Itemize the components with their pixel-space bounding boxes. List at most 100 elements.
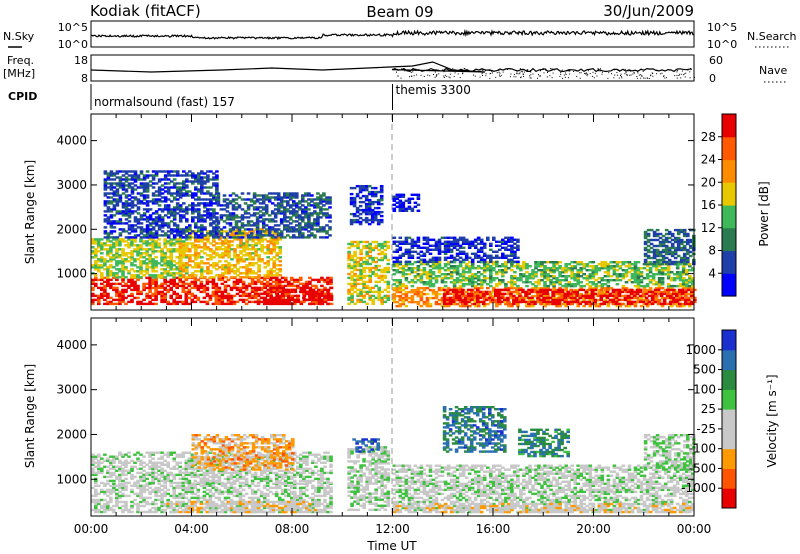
heatmap-cell (693, 298, 697, 302)
heatmap-cell (115, 190, 120, 193)
heatmap-cell (428, 275, 433, 278)
heatmap-cell (109, 188, 114, 191)
heatmap-cell (249, 224, 254, 227)
heatmap-cell (193, 284, 198, 288)
heatmap-cell (260, 244, 264, 247)
heatmap-cell (191, 196, 195, 199)
heatmap-cell (178, 296, 182, 300)
heatmap-cell (476, 267, 481, 270)
nave-dot (454, 72, 456, 74)
heatmap-cell (359, 274, 363, 278)
heatmap-cell (121, 272, 125, 275)
heatmap-cell (136, 234, 141, 237)
nave-dot (513, 74, 515, 76)
heatmap-cell (100, 282, 104, 286)
heatmap-cell (319, 210, 323, 213)
heatmap-cell (528, 298, 532, 302)
heatmap-cell (139, 256, 143, 259)
heatmap-cell (445, 290, 450, 294)
nave-dot (620, 76, 622, 78)
heatmap-cell (470, 263, 475, 266)
heatmap-cell (127, 224, 132, 227)
heatmap-cell (434, 290, 439, 294)
heatmap-cell (365, 254, 369, 258)
heatmap-cell (91, 252, 95, 255)
heatmap-cell (516, 286, 520, 290)
heatmap-cell (286, 228, 290, 231)
nave-dot (676, 75, 678, 77)
heatmap-cell (212, 202, 216, 205)
heatmap-cell (329, 298, 334, 302)
heatmap-cell (148, 248, 152, 251)
heatmap-cell (476, 265, 481, 268)
heatmap-cell (274, 276, 279, 280)
heatmap-cell (185, 276, 189, 279)
heatmap-cell (489, 294, 493, 298)
heatmap-cell (211, 282, 216, 286)
heatmap-cell (276, 224, 281, 227)
heatmap-cell (103, 204, 108, 207)
heatmap-cell (317, 298, 322, 302)
nave-dot (489, 77, 491, 79)
heatmap-cell (226, 292, 231, 296)
heatmap-cell (97, 270, 101, 273)
heatmap-cell (356, 300, 360, 304)
heatmap-cell (611, 288, 616, 292)
heatmap-cell (209, 276, 213, 279)
heatmap-cell (160, 184, 165, 187)
heatmap-cell (106, 292, 110, 296)
heatmap-cell (328, 228, 332, 231)
heatmap-cell (286, 234, 290, 237)
heatmap-cell (693, 288, 697, 292)
heatmap-cell (620, 290, 625, 294)
heatmap-cell (605, 296, 610, 300)
heatmap-cell (545, 288, 549, 292)
heatmap-cell (196, 286, 201, 290)
heatmap-cell (209, 224, 213, 227)
heatmap-cell (175, 188, 180, 191)
heatmap-cell (365, 280, 369, 284)
heatmap-cell (521, 296, 525, 300)
heatmap-cell (542, 300, 546, 304)
heatmap-cell (217, 290, 222, 294)
heatmap-cell (217, 288, 222, 292)
heatmap-cell (127, 214, 132, 217)
heatmap-cell (584, 292, 589, 296)
heatmap-cell (191, 260, 195, 263)
heatmap-cell (216, 226, 221, 229)
heatmap-cell (370, 186, 375, 190)
heatmap-cell (200, 274, 204, 277)
heatmap-cell (175, 224, 180, 227)
heatmap-cell (109, 258, 113, 261)
heatmap-cell (151, 174, 156, 177)
heatmap-cell (522, 267, 526, 270)
heatmap-cell (567, 281, 571, 284)
heatmap-cell (218, 248, 222, 251)
heatmap-cell (271, 284, 276, 288)
heatmap-cell (513, 275, 517, 278)
heatmap-cell (172, 244, 176, 247)
heatmap-cell (91, 302, 95, 306)
heatmap-cell (320, 288, 324, 292)
heatmap-cell (267, 228, 272, 231)
heatmap-cell (376, 218, 381, 222)
heatmap-cell (237, 216, 242, 219)
heatmap-cell (507, 290, 511, 294)
heatmap-cell (215, 178, 219, 181)
heatmap-cell (316, 224, 320, 227)
heatmap-cell (178, 174, 183, 177)
heatmap-cell (635, 292, 640, 296)
heatmap-cell (476, 286, 481, 290)
heatmap-cell (225, 210, 230, 213)
heatmap-cell (237, 226, 242, 229)
heatmap-cell (172, 206, 177, 209)
heatmap-cell (160, 258, 164, 261)
heatmap-cell (205, 292, 210, 296)
heatmap-cell (109, 226, 114, 229)
heatmap-cell (486, 286, 490, 290)
heatmap-cell (419, 275, 424, 278)
heatmap-cell (632, 294, 637, 298)
heatmap-cell (606, 292, 611, 296)
heatmap-cell (473, 273, 478, 276)
heatmap-cell (431, 273, 436, 276)
